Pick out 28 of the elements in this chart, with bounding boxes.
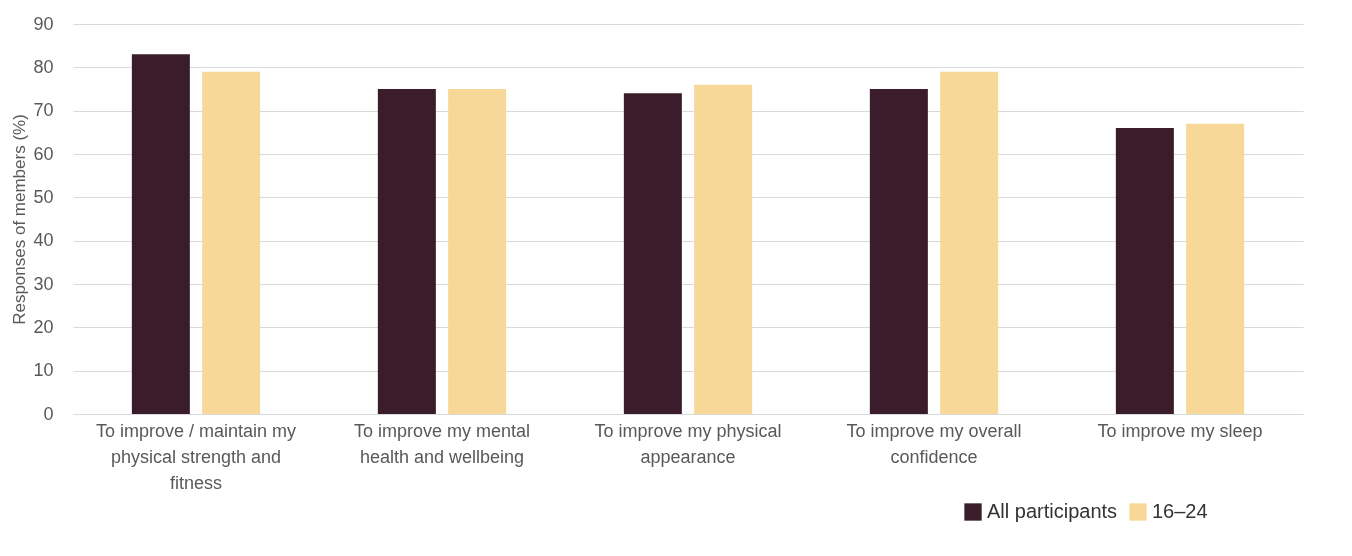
bar xyxy=(448,89,507,414)
x-tick-label: To improve my physical appearance xyxy=(594,420,782,467)
y-tick-label: 40 xyxy=(33,230,54,251)
bar xyxy=(1186,123,1245,414)
bar xyxy=(131,54,190,414)
x-tick-label: To improve my sleep xyxy=(1097,420,1263,441)
x-tick-label: To improve / maintain my physical strength and fitness xyxy=(95,420,297,493)
y-tick-label: 60 xyxy=(33,143,54,164)
bar xyxy=(869,89,928,414)
y-tick-label: 50 xyxy=(33,186,54,207)
x-tick-label: To improve my overall confidence xyxy=(846,420,1022,467)
legend-label: 16–24 xyxy=(1152,500,1208,522)
bar xyxy=(694,84,753,414)
y-tick-label: 90 xyxy=(33,13,54,34)
y-tick-label: 0 xyxy=(43,403,54,424)
bar xyxy=(940,71,999,414)
y-tick-label: 10 xyxy=(33,360,54,381)
bar xyxy=(202,71,261,414)
x-tick-label: To improve my mental health and wellbeing xyxy=(353,420,531,467)
legend-label: All participants xyxy=(987,500,1118,522)
y-tick-label: 20 xyxy=(33,316,54,337)
bar xyxy=(377,89,436,414)
bar xyxy=(623,93,682,414)
y-tick-label: 70 xyxy=(33,100,54,121)
y-axis-title: Responses of members (%) xyxy=(10,114,30,325)
y-tick-label: 30 xyxy=(33,273,54,294)
y-tick-label: 80 xyxy=(33,56,54,77)
bar xyxy=(1115,128,1174,414)
